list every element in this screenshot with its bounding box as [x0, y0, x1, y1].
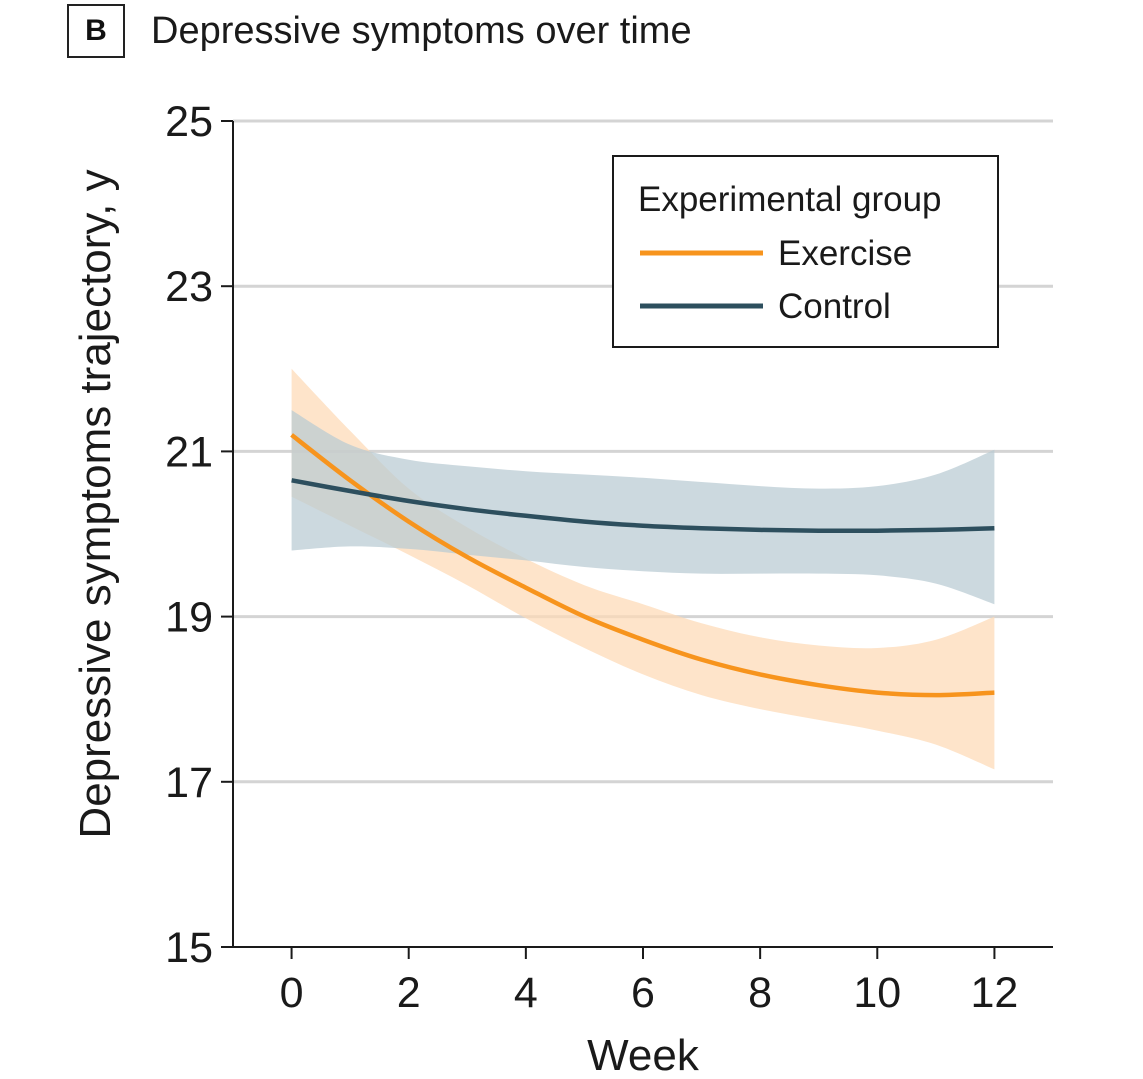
legend: Experimental group Exercise Control — [612, 155, 999, 348]
x-tick-label: 8 — [748, 969, 772, 1017]
y-tick-label: 25 — [165, 98, 213, 146]
legend-label-control: Control — [778, 287, 891, 326]
band-exercise — [291, 368, 995, 770]
legend-title: Experimental group — [638, 180, 942, 219]
x-tick-label: 2 — [397, 969, 421, 1017]
y-tick-label: 17 — [165, 759, 213, 807]
x-tick-label: 12 — [971, 969, 1019, 1017]
x-tick-label: 4 — [514, 969, 538, 1017]
panel-label: B — [67, 4, 125, 58]
legend-label-exercise: Exercise — [778, 234, 912, 273]
y-axis-label: Depressive symptoms trajectory, y — [71, 169, 120, 838]
series-lines — [290, 433, 995, 698]
x-tick-label: 10 — [853, 969, 901, 1017]
y-tick-label: 23 — [165, 263, 213, 311]
x-tick-label: 6 — [631, 969, 655, 1017]
line-exercise — [290, 433, 995, 698]
chart-title: Depressive symptoms over time — [151, 10, 692, 52]
band-control — [291, 410, 995, 605]
x-axis-label: Week — [587, 1031, 700, 1079]
line-control — [291, 478, 995, 534]
y-tick-label: 19 — [165, 594, 213, 642]
y-tick-label: 15 — [165, 924, 213, 972]
axes: 15 17 19 21 23 25 0 2 4 6 8 10 12 Week Depressive symp… — [71, 98, 1053, 1079]
x-tick-label: 0 — [280, 969, 304, 1017]
y-tick-label: 21 — [165, 428, 213, 476]
confidence-bands — [291, 368, 995, 770]
